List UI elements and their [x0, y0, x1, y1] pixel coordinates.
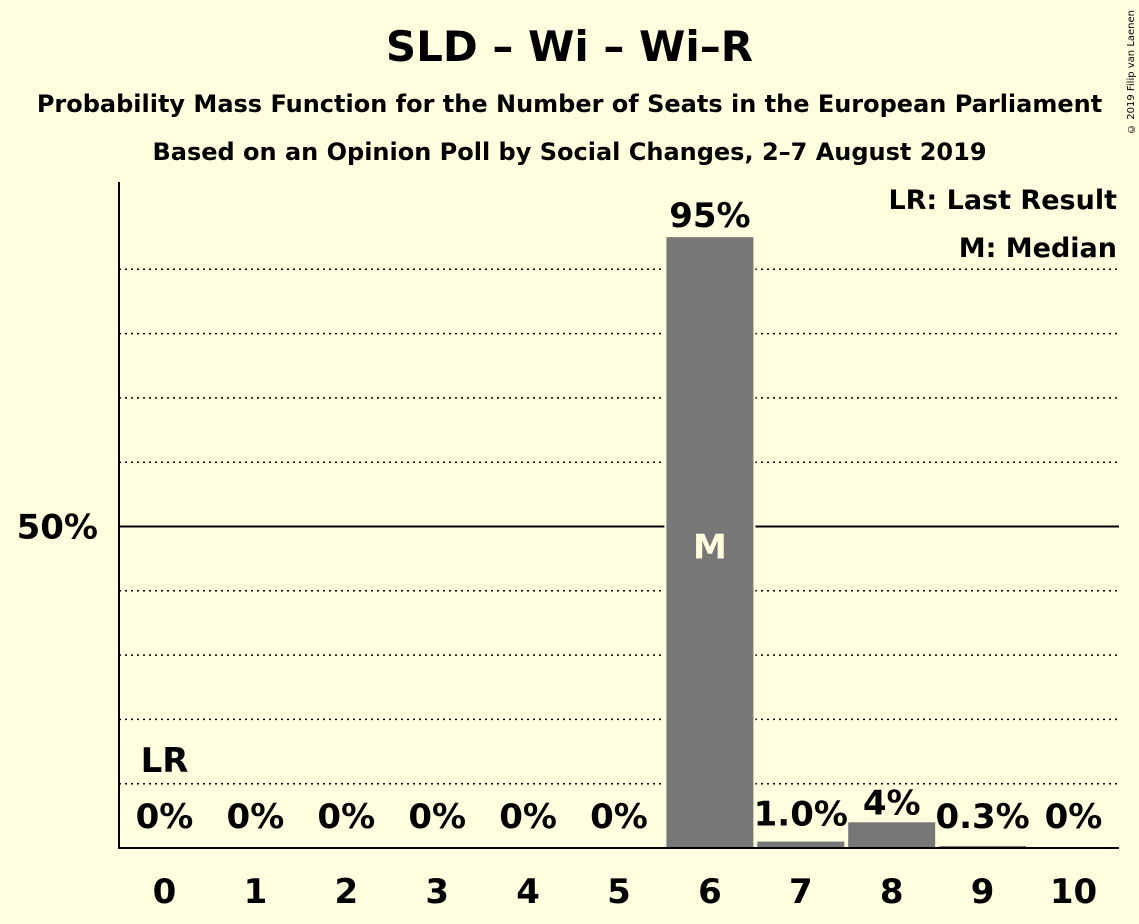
x-tick-label-9: 9	[971, 872, 995, 912]
bar-value-labels: 0% 0% 0% 0% 0% 0% 95% 1.0% 4% 0.3% 0% M LR	[136, 196, 1103, 837]
x-tick-label-5: 5	[607, 872, 631, 912]
x-tick-label-10: 10	[1050, 872, 1097, 912]
x-tick-label-8: 8	[880, 872, 904, 912]
legend: LR: Last Result M: Median	[888, 185, 1117, 264]
x-tick-label-2: 2	[334, 872, 358, 912]
x-tick-label-0: 0	[153, 872, 177, 912]
legend-last-result: LR: Last Result	[888, 185, 1117, 216]
bar-8	[848, 822, 936, 848]
value-label-6: 95%	[669, 196, 750, 236]
chart-title: SLD – Wi – Wi–R	[385, 22, 754, 71]
legend-median: M: Median	[959, 233, 1117, 264]
value-label-0: 0%	[136, 797, 194, 837]
value-label-5: 0%	[590, 797, 648, 837]
last-result-marker: LR	[141, 741, 189, 781]
gridlines	[119, 268, 1119, 785]
y-tick-label-50: 50%	[17, 508, 98, 548]
value-label-7: 1.0%	[754, 795, 848, 835]
value-label-4: 0%	[499, 797, 557, 837]
bars	[664, 237, 1029, 848]
value-label-9: 0.3%	[935, 797, 1029, 837]
bar-7	[757, 841, 845, 848]
x-tick-label-3: 3	[425, 872, 449, 912]
chart-source-subtitle: Based on an Opinion Poll by Social Chang…	[152, 138, 987, 166]
chart-subtitle: Probability Mass Function for the Number…	[36, 90, 1103, 118]
x-tick-label-1: 1	[244, 872, 268, 912]
bar-6	[666, 237, 754, 848]
median-marker: M	[693, 528, 727, 568]
value-label-1: 0%	[227, 797, 285, 837]
axes: 0 1 2 3 4 5 6 7 8 9 10 50%	[17, 182, 1119, 912]
x-tick-label-7: 7	[789, 872, 813, 912]
value-label-8: 4%	[863, 783, 921, 823]
x-tick-label-6: 6	[698, 872, 722, 912]
value-label-10: 0%	[1045, 797, 1103, 837]
x-tick-label-4: 4	[516, 872, 540, 912]
value-label-2: 0%	[317, 797, 375, 837]
value-label-3: 0%	[408, 797, 466, 837]
